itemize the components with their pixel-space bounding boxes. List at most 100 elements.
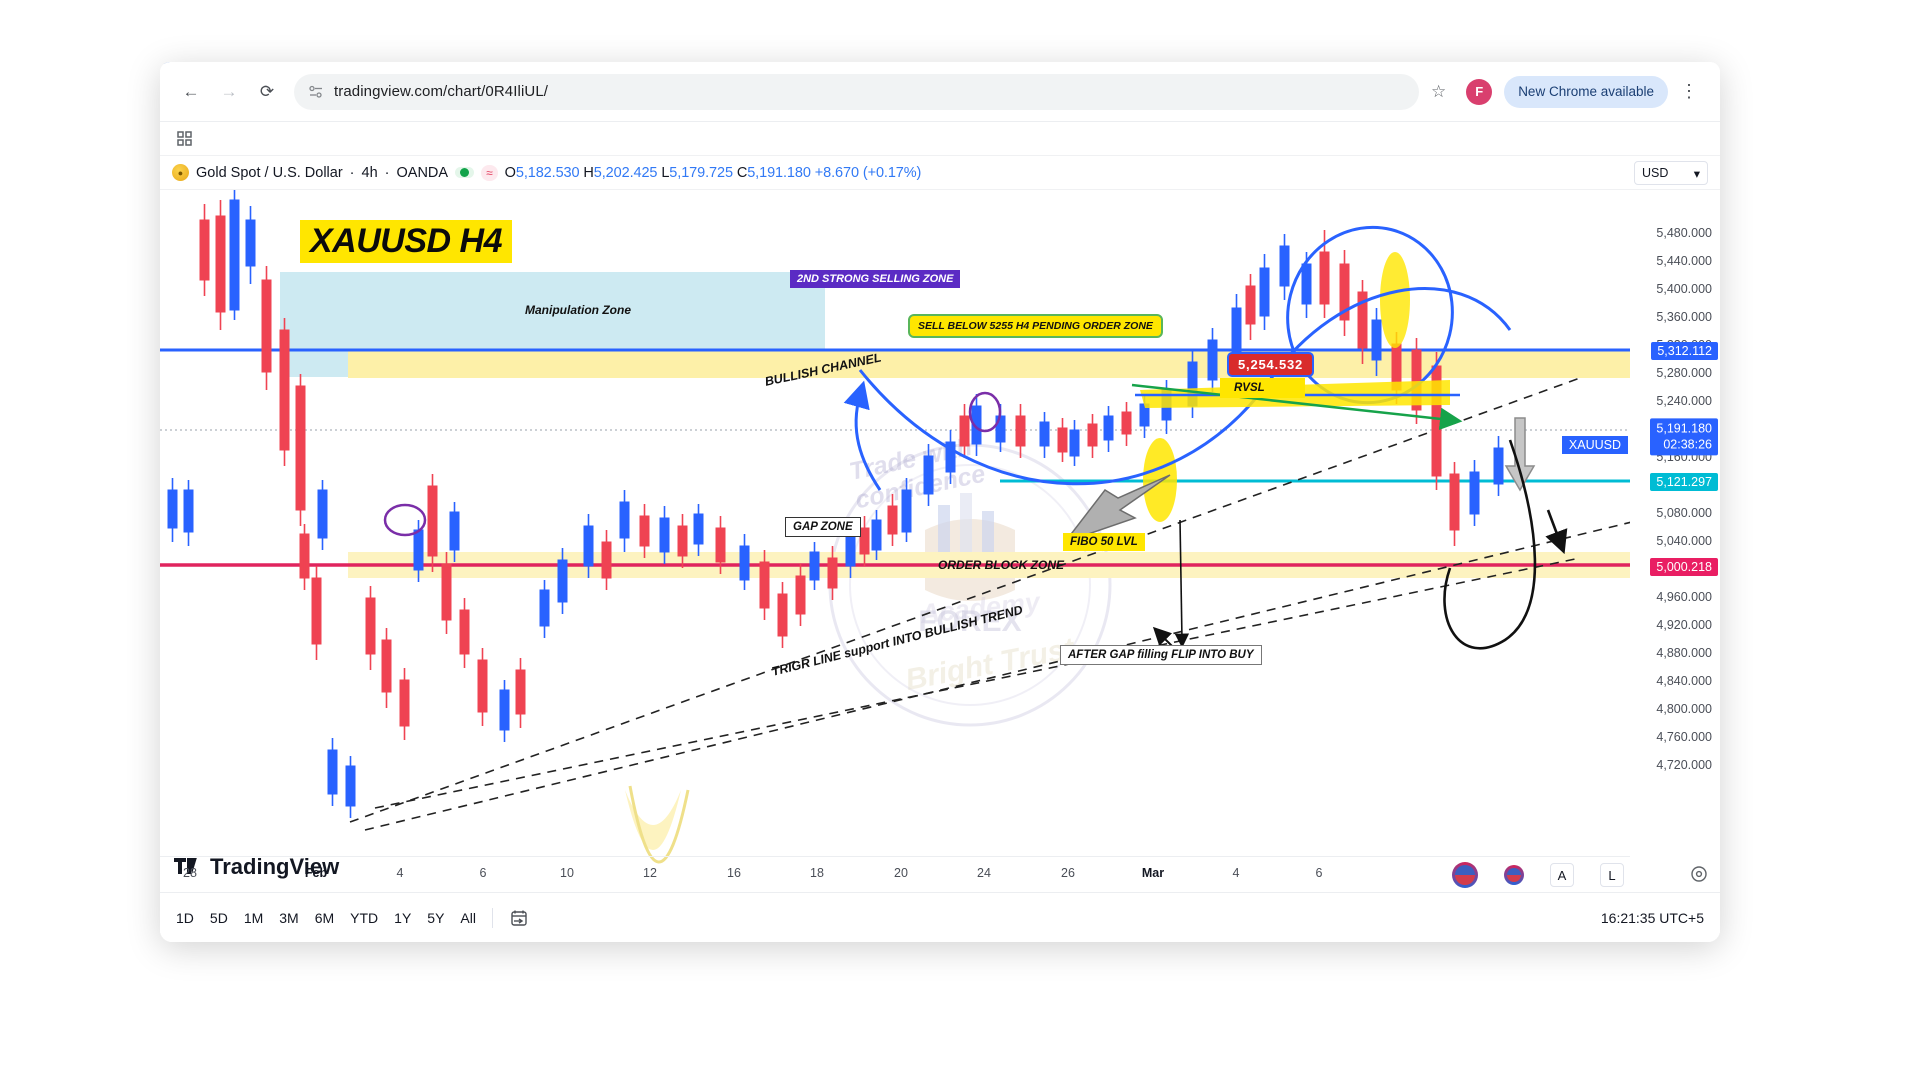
time-tick: 18 bbox=[810, 866, 824, 880]
gap-zone-highlight bbox=[1143, 438, 1177, 522]
time-scale[interactable]: 28 Feb 4 6 10 12 16 18 20 24 26 Mar 4 6 bbox=[160, 856, 1630, 892]
pending-order-zone-label: SELL BELOW 5255 H4 PENDING ORDER ZONE bbox=[908, 314, 1163, 338]
site-settings-icon[interactable] bbox=[308, 84, 324, 100]
bullish-channel-label: BULLISH CHANNEL bbox=[763, 350, 883, 389]
price-tick: 4,760.000 bbox=[1656, 730, 1712, 744]
after-gap-label: AFTER GAP filling FLIP INTO BUY bbox=[1060, 645, 1262, 665]
open-label: O bbox=[504, 164, 516, 181]
range-1m[interactable]: 1M bbox=[243, 909, 264, 926]
separator-1: · bbox=[349, 164, 355, 181]
tradingview-wordmark: TradingView bbox=[210, 854, 340, 879]
mark-circle-1 bbox=[968, 391, 1002, 433]
chart-footer-icons: A L bbox=[1452, 862, 1624, 888]
bottom-curve-highlight bbox=[625, 790, 681, 850]
range-6m[interactable]: 6M bbox=[314, 909, 335, 926]
reversal-down-arrow bbox=[1504, 417, 1536, 492]
time-tick: 20 bbox=[894, 866, 908, 880]
price-tick: 4,960.000 bbox=[1656, 590, 1712, 604]
range-all[interactable]: All bbox=[460, 909, 476, 926]
price-tick: 5,440.000 bbox=[1656, 254, 1712, 268]
time-tick: 4 bbox=[1232, 866, 1240, 880]
range-1y[interactable]: 1Y bbox=[394, 909, 412, 926]
time-tick: 12 bbox=[643, 866, 657, 880]
price-tick: 5,400.000 bbox=[1656, 282, 1712, 296]
star-icon[interactable]: ☆ bbox=[1430, 81, 1447, 101]
range-5d[interactable]: 5D bbox=[209, 909, 228, 926]
bookmarks-bar bbox=[160, 122, 1720, 156]
browser-window: ← → ⟳ tradingview.com/chart/0R4IliUL/ ☆ … bbox=[160, 62, 1720, 942]
close-value: 5,191.180 bbox=[747, 164, 811, 181]
bottom-toolbar: 1D 5D 1M 3M 6M YTD 1Y 5Y All 16:21:35 UT… bbox=[160, 892, 1720, 942]
range-1d[interactable]: 1D bbox=[176, 909, 194, 926]
crosshair-settings-icon[interactable] bbox=[1690, 865, 1708, 888]
range-ytd[interactable]: YTD bbox=[350, 909, 379, 926]
alert-price-tag: 5,254.532 bbox=[1227, 352, 1315, 377]
time-tick: 28 bbox=[183, 866, 197, 880]
symbol-interval[interactable]: 4h bbox=[361, 164, 378, 181]
price-tick: 5,480.000 bbox=[1656, 226, 1712, 240]
avatar[interactable]: F bbox=[1466, 78, 1493, 105]
time-tick: 4 bbox=[396, 866, 404, 880]
goto-date-icon[interactable] bbox=[509, 908, 529, 928]
price-tag-order-block: 5,000.218 bbox=[1650, 558, 1718, 576]
time-tick: Feb bbox=[304, 866, 328, 880]
price-tick: 4,720.000 bbox=[1656, 758, 1712, 772]
price-tick: 5,080.000 bbox=[1656, 506, 1712, 520]
gold-symbol-icon: ● bbox=[172, 164, 189, 181]
price-tick: 4,840.000 bbox=[1656, 674, 1712, 688]
manipulation-zone bbox=[280, 272, 825, 377]
spike-highlight bbox=[1380, 252, 1410, 348]
tradingview-app: ● Gold Spot / U.S. Dollar · 4h · OANDA ≈… bbox=[160, 156, 1720, 942]
chart-title-annotation: XAUUSD H4 bbox=[300, 220, 512, 263]
log-scale-button[interactable]: L bbox=[1600, 863, 1624, 887]
supply-band bbox=[348, 350, 1720, 378]
market-open-dot bbox=[455, 167, 475, 178]
forward-arrow-icon[interactable]: → bbox=[220, 81, 238, 101]
separator-2: · bbox=[384, 164, 390, 181]
price-tick: 4,880.000 bbox=[1656, 646, 1712, 660]
open-value: 5,182.530 bbox=[515, 164, 580, 181]
symbol-price-tag: XAUUSD bbox=[1561, 436, 1628, 454]
manipulation-zone-label: Manipulation Zone bbox=[525, 303, 631, 317]
price-scale[interactable]: 5,480.000 5,440.000 5,400.000 5,360.000 … bbox=[1630, 190, 1720, 892]
price-tag-support: 5,121.297 bbox=[1650, 473, 1718, 491]
address-bar[interactable]: tradingview.com/chart/0R4IliUL/ bbox=[294, 73, 1419, 110]
reload-icon[interactable]: ⟳ bbox=[259, 81, 275, 101]
low-value: 5,179.725 bbox=[669, 164, 733, 181]
price-tick: 5,280.000 bbox=[1656, 366, 1712, 380]
auto-scale-button[interactable]: A bbox=[1550, 863, 1574, 887]
currency-selector[interactable]: USD ▾ bbox=[1634, 161, 1708, 185]
time-tick: Mar bbox=[1141, 866, 1165, 880]
chart-canvas[interactable]: FOREX Trade with confidence Bright Trust… bbox=[160, 190, 1720, 942]
usa-flag-icon[interactable] bbox=[1504, 865, 1524, 885]
rvsl-label: RVSL bbox=[1220, 378, 1305, 398]
symbol-exchange[interactable]: OANDA bbox=[396, 164, 449, 181]
url-text: tradingview.com/chart/0R4IliUL/ bbox=[334, 83, 549, 100]
fibo-50-label: FIBO 50 LVL bbox=[1063, 533, 1145, 551]
new-chrome-available-button[interactable]: New Chrome available bbox=[1504, 75, 1668, 108]
ohlc-values: O5,182.530 H5,202.425 L5,179.725 C5,191.… bbox=[505, 165, 922, 181]
chevron-down-icon: ▾ bbox=[1693, 166, 1700, 181]
time-tick: 6 bbox=[1315, 866, 1323, 880]
price-tick: 5,040.000 bbox=[1656, 534, 1712, 548]
usa-session-icon[interactable] bbox=[1452, 862, 1478, 888]
apps-grid-icon[interactable] bbox=[176, 130, 194, 148]
price-change: +8.670 (+0.17%) bbox=[814, 164, 922, 181]
high-value: 5,202.425 bbox=[593, 164, 658, 181]
range-5y[interactable]: 5Y bbox=[427, 909, 445, 926]
close-label: C bbox=[736, 164, 748, 181]
tradingview-logo-icon: TradingView bbox=[174, 854, 339, 880]
order-block-zone-label: ORDER BLOCK ZONE bbox=[938, 558, 1064, 572]
back-arrow-icon[interactable]: ← bbox=[182, 81, 200, 101]
after-gap-arrow bbox=[1174, 519, 1190, 648]
projection-down-up-path bbox=[1443, 439, 1537, 650]
price-tick: 4,920.000 bbox=[1656, 618, 1712, 632]
kebab-menu-icon[interactable]: ⋮ bbox=[1680, 81, 1698, 101]
symbol-name[interactable]: Gold Spot / U.S. Dollar bbox=[196, 164, 343, 181]
time-tick: 16 bbox=[727, 866, 741, 880]
range-3m[interactable]: 3M bbox=[279, 909, 299, 926]
price-tag-last: 5,191.180 02:38:26 bbox=[1650, 418, 1718, 456]
clock-label: 16:21:35 UTC+5 bbox=[1600, 909, 1704, 926]
time-tick: 26 bbox=[1061, 866, 1075, 880]
